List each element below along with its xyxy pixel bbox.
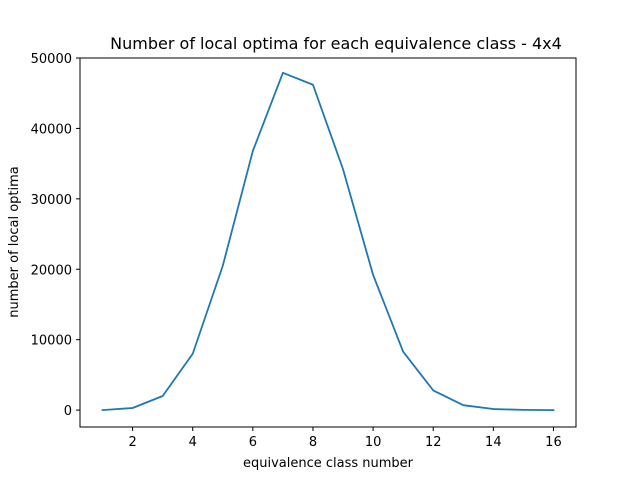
chart-title: Number of local optima for each equivale…: [110, 34, 562, 53]
x-tick-label: 8: [309, 435, 317, 450]
x-tick-label: 2: [128, 435, 136, 450]
y-tick-label: 0: [64, 404, 72, 419]
x-axis-label: equivalence class number: [243, 456, 414, 471]
x-tick-label: 14: [485, 435, 502, 450]
x-tick-label: 10: [365, 435, 382, 450]
series-layer: [101, 71, 555, 412]
y-tick-label: 10000: [31, 334, 72, 349]
y-tick-label: 20000: [31, 263, 72, 278]
y-tick-label: 50000: [31, 52, 72, 67]
y-axis: 0 10000 20000 30000 40000 50000: [31, 52, 80, 419]
series-line: [101, 71, 555, 412]
y-tick-label: 40000: [31, 122, 72, 137]
y-tick-label: 30000: [31, 193, 72, 208]
x-tick-label: 16: [545, 435, 562, 450]
x-tick-label: 6: [249, 435, 257, 450]
x-axis: 2 4 6 8 10 12 14 16: [128, 427, 562, 450]
x-tick-label: 12: [425, 435, 442, 450]
plot-frame: [79, 57, 577, 428]
y-axis-label: number of local optima: [7, 166, 22, 318]
x-tick-label: 4: [189, 435, 197, 450]
